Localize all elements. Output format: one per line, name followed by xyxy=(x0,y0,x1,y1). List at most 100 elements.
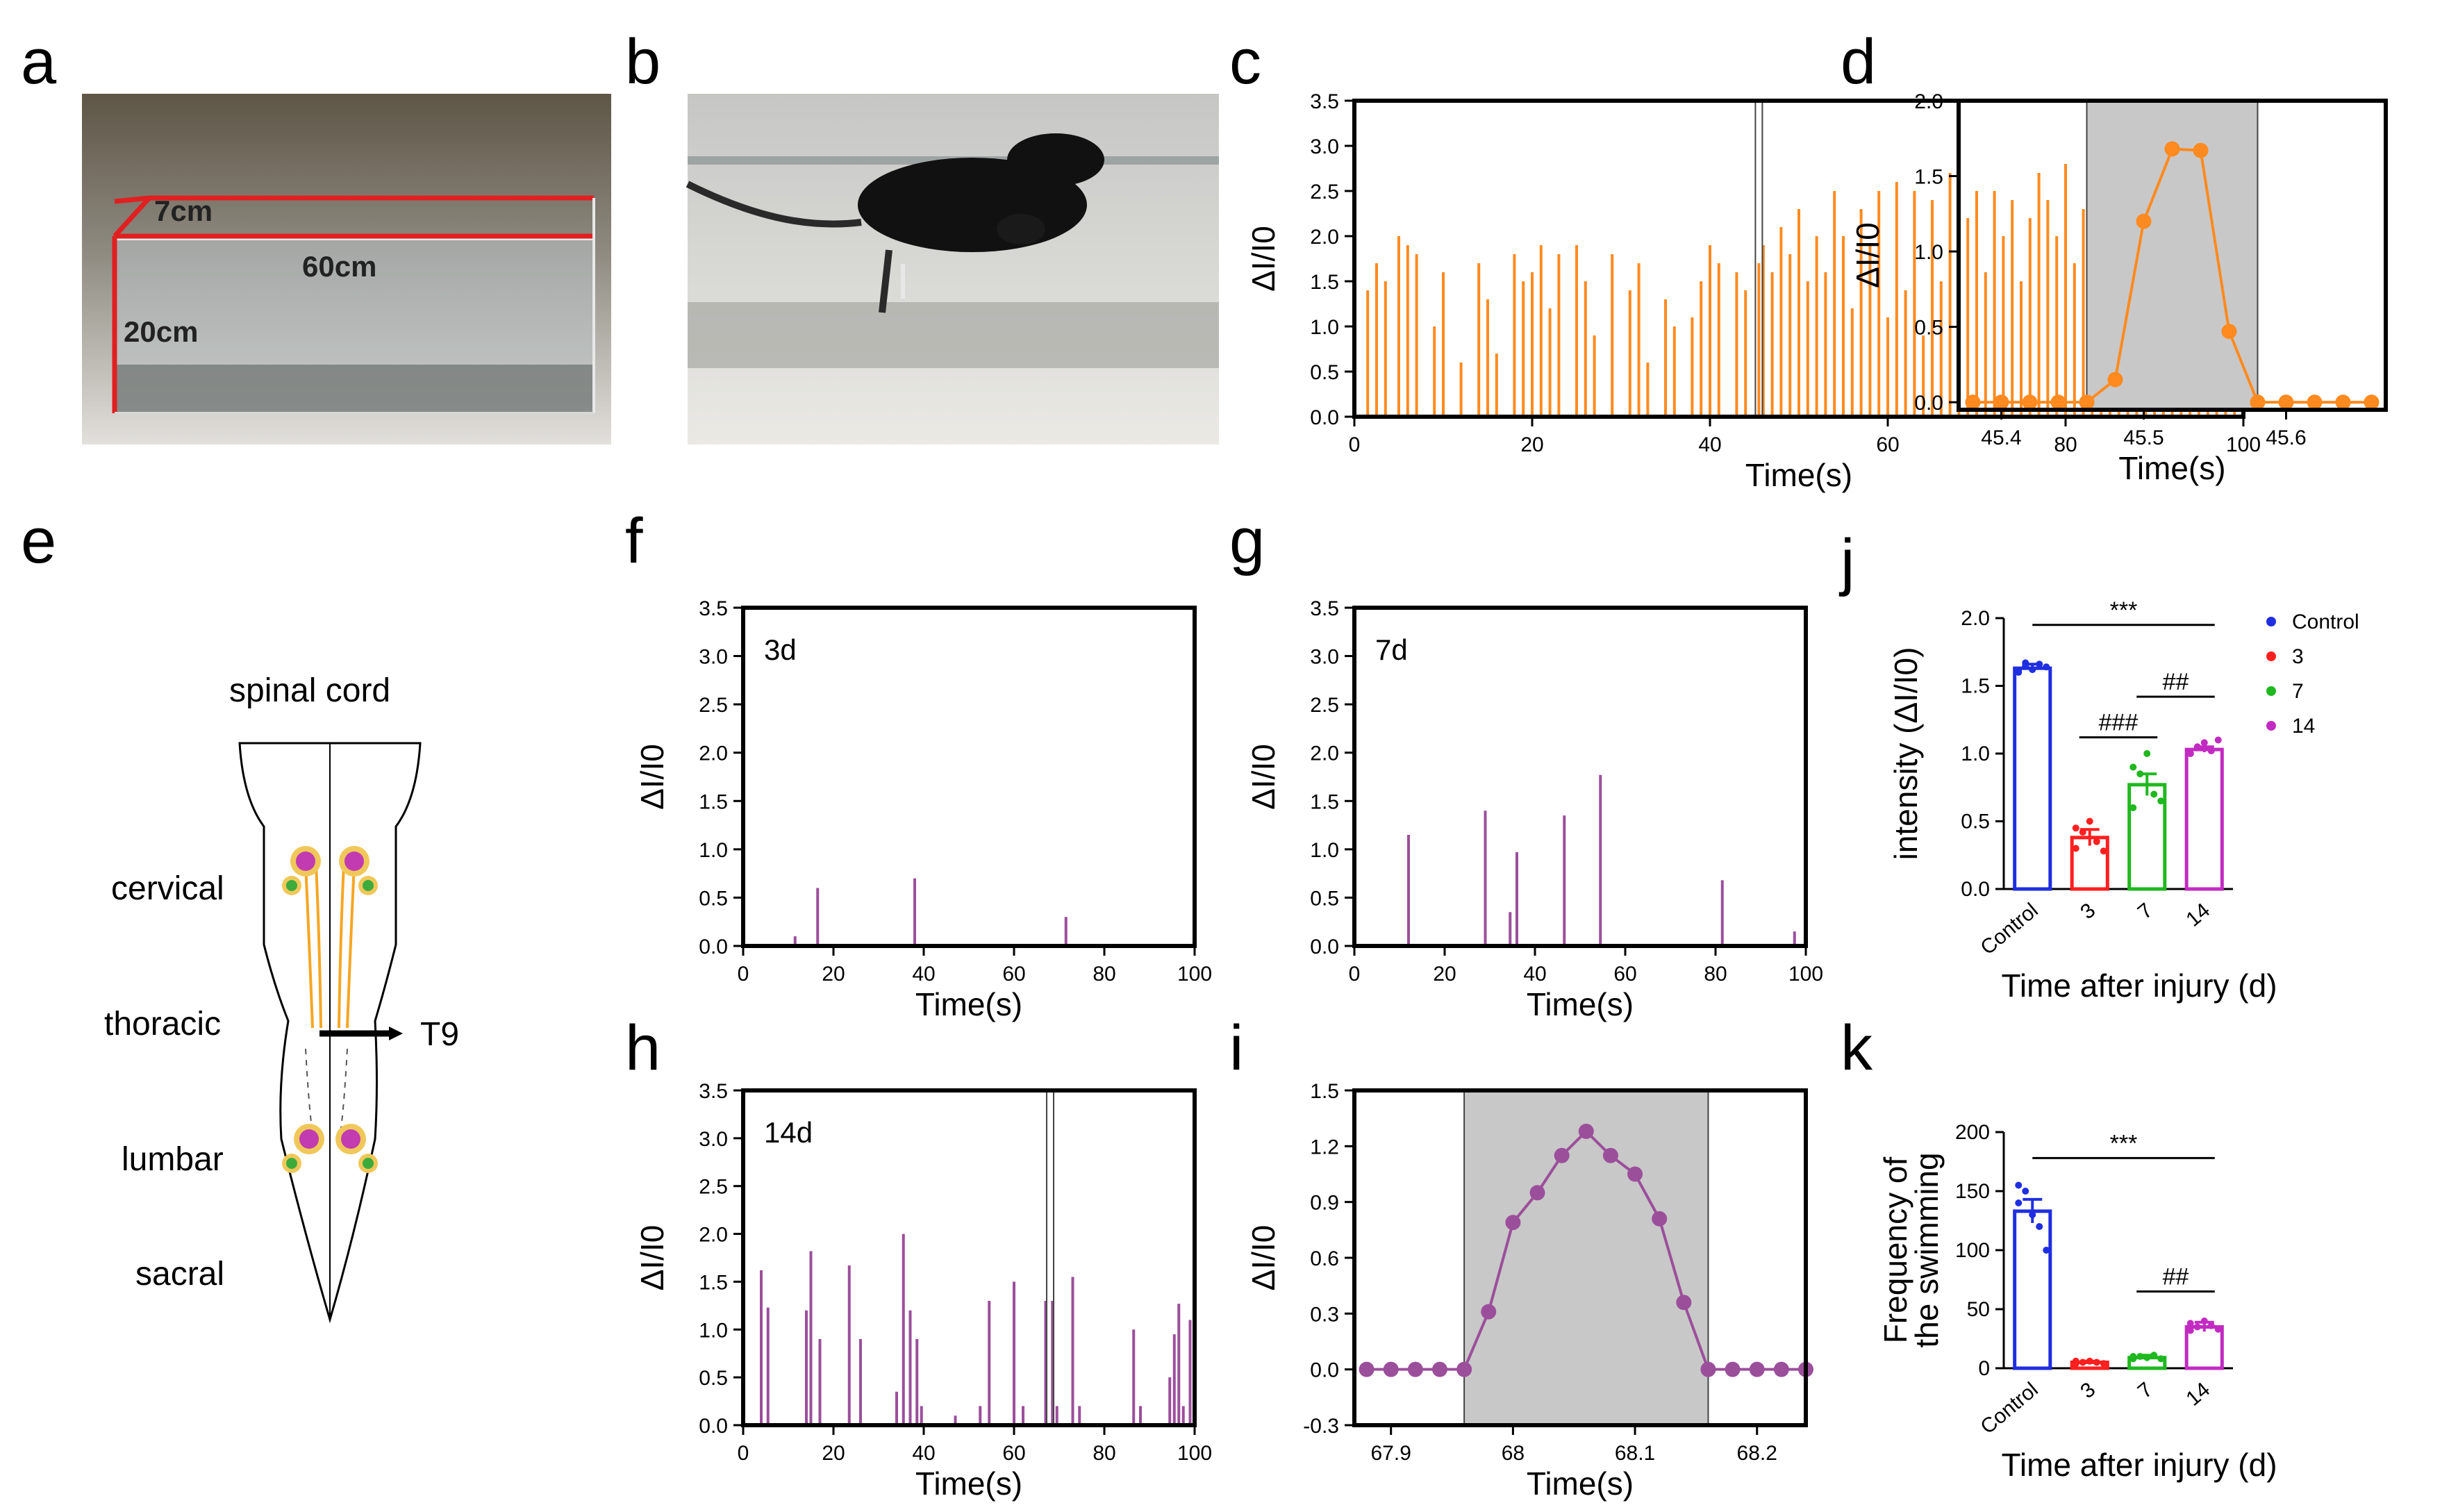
y-tick-label-g-7: 3.5 xyxy=(1310,597,1339,620)
dot-j-2-3 xyxy=(2150,790,2158,798)
charts-layer: 0 20 40 60 80 100 0.0 0.5 1.0 1.5 2.0 2.5 3.0 3.5 Time… xyxy=(634,90,2388,1502)
data-point-d-3 xyxy=(2050,394,2066,410)
data-point-d-2 xyxy=(2022,394,2038,410)
x-tick-label-c-2: 40 xyxy=(1698,433,1721,456)
legend-label-1: 3 xyxy=(2292,645,2304,668)
y-tick-label-d-3: 1.5 xyxy=(1914,166,1943,189)
x-tick-label-c-0: 0 xyxy=(1349,433,1361,456)
dot-j-3-5 xyxy=(2186,750,2194,757)
spinal-cord-diagram: spinal cord T9 cervical thoracic lumbar … xyxy=(104,672,459,1324)
data-point-i-10 xyxy=(1602,1147,1618,1163)
legend-marker-0 xyxy=(2266,617,2276,626)
y-axis-label-i: ΔI/I0 xyxy=(1245,1225,1281,1291)
panel-label-j: j xyxy=(1838,526,1854,597)
y-tick-label-c-1: 0.5 xyxy=(1310,361,1339,384)
sig-label-j-0: *** xyxy=(2110,597,2138,624)
data-point-i-0 xyxy=(1359,1361,1375,1377)
data-point-i-6 xyxy=(1505,1215,1521,1231)
y-tick-label-c-6: 3.0 xyxy=(1310,135,1339,158)
dot-k-2-2 xyxy=(2143,1354,2151,1361)
x-tick-label-f-1: 20 xyxy=(822,963,845,986)
y-tick-label-h-6: 3.0 xyxy=(699,1128,728,1151)
data-point-i-13 xyxy=(1676,1295,1692,1311)
y-tick-label-h-2: 1.0 xyxy=(699,1319,728,1342)
y-tick-label-h-1: 0.5 xyxy=(699,1367,728,1390)
y-axis-label-g: ΔI/I0 xyxy=(1245,744,1281,810)
data-point-d-14 xyxy=(2364,394,2380,410)
data-point-d-0 xyxy=(1965,394,1981,410)
legend-marker-3 xyxy=(2266,721,2276,731)
dot-j-2-2 xyxy=(2143,750,2151,757)
y-tick-label-k-3: 150 xyxy=(1955,1180,1990,1203)
x-tick-label-f-0: 0 xyxy=(738,963,749,986)
y-tick-label-k-4: 200 xyxy=(1955,1121,1990,1144)
y-axis-label-c: ΔI/I0 xyxy=(1245,226,1281,292)
y-tick-label-k-2: 100 xyxy=(1955,1239,1990,1262)
bar-k-3 xyxy=(2184,1325,2224,1370)
x-axis-label-g: Time(s) xyxy=(1527,986,1634,1022)
data-point-d-7 xyxy=(2164,141,2180,157)
spinal-cord-title: spinal cord xyxy=(229,672,390,709)
sig-label-j-2: ## xyxy=(2163,669,2189,695)
x-tick-label-h-4: 80 xyxy=(1093,1442,1115,1465)
data-point-i-14 xyxy=(1700,1361,1716,1377)
region-thoracic: thoracic xyxy=(104,1006,221,1042)
y-tick-label-f-3: 1.5 xyxy=(699,790,728,813)
y-tick-label-f-2: 1.0 xyxy=(699,839,728,862)
data-point-i-7 xyxy=(1529,1185,1545,1201)
y-tick-label-j-1: 0.5 xyxy=(1961,811,1990,833)
dot-k-2-1 xyxy=(2136,1353,2144,1360)
x-tick-label-g-3: 60 xyxy=(1613,963,1636,986)
dot-k-3-5 xyxy=(2186,1320,2194,1327)
data-point-i-3 xyxy=(1431,1361,1447,1377)
x-tick-label-f-2: 40 xyxy=(912,963,935,986)
x-tick-label-j-1: 3 xyxy=(2076,899,2100,924)
bar-j-3 xyxy=(2184,747,2224,891)
y-tick-label-c-0: 0.0 xyxy=(1310,406,1339,429)
panel-label-c: c xyxy=(1229,26,1261,97)
dot-j-1-3 xyxy=(2093,838,2100,845)
dot-k-2-4 xyxy=(2157,1355,2165,1363)
x-tick-label-k-3: 14 xyxy=(2182,1378,2214,1411)
x-tick-label-h-5: 100 xyxy=(1177,1442,1212,1465)
y-tick-label-f-0: 0.0 xyxy=(699,936,728,958)
panel-label-d: d xyxy=(1841,26,1876,97)
y-tick-label-i-5: 1.2 xyxy=(1310,1136,1339,1158)
tank-height-label: 20cm xyxy=(124,315,198,348)
dot-j-2-5 xyxy=(2129,763,2137,771)
dot-j-0-6 xyxy=(2022,659,2029,667)
y-tick-label-f-1: 0.5 xyxy=(699,887,728,910)
dot-k-3-3 xyxy=(2207,1322,2215,1329)
x-axis-label-h: Time(s) xyxy=(915,1465,1022,1502)
x-tick-label-h-3: 60 xyxy=(1002,1442,1025,1465)
y-tick-label-d-1: 0.5 xyxy=(1914,317,1943,340)
data-point-d-1 xyxy=(1993,394,2009,410)
panel-label-h: h xyxy=(625,1013,661,1083)
x-tick-label-i-2: 68.1 xyxy=(1615,1442,1655,1465)
dot-k-3-2 xyxy=(2200,1318,2208,1324)
y-tick-label-c-5: 2.5 xyxy=(1310,181,1339,203)
dot-j-2-4 xyxy=(2157,797,2165,805)
dot-k-0-0 xyxy=(2015,1181,2023,1189)
y-tick-label-i-1: 0.0 xyxy=(1310,1359,1339,1382)
x-tick-label-g-2: 40 xyxy=(1523,963,1546,986)
y-tick-label-h-0: 0.0 xyxy=(699,1415,728,1438)
x-tick-label-f-3: 60 xyxy=(1002,963,1025,986)
x-tick-label-g-4: 80 xyxy=(1704,963,1727,986)
y-tick-label-f-6: 3.0 xyxy=(699,646,728,669)
dot-k-2-3 xyxy=(2150,1352,2158,1359)
y-tick-label-g-5: 2.5 xyxy=(1310,694,1339,717)
dot-k-1-5 xyxy=(2072,1357,2079,1365)
x-tick-label-d-2: 45.6 xyxy=(2266,426,2306,449)
x-tick-label-j-3: 14 xyxy=(2182,899,2214,931)
dot-j-3-2 xyxy=(2200,739,2208,747)
legend-marker-2 xyxy=(2266,686,2276,696)
x-tick-label-c-1: 20 xyxy=(1520,433,1543,456)
y-tick-label-h-3: 1.5 xyxy=(699,1271,728,1294)
photo-tank: 7cm 60cm 20cm xyxy=(82,94,611,445)
dot-j-3-4 xyxy=(2214,736,2222,744)
y-tick-label-d-4: 2.0 xyxy=(1914,90,1943,113)
data-point-d-11 xyxy=(2278,394,2294,410)
y-tick-label-c-4: 2.0 xyxy=(1310,226,1339,249)
y-tick-label-j-2: 1.0 xyxy=(1961,742,1990,765)
